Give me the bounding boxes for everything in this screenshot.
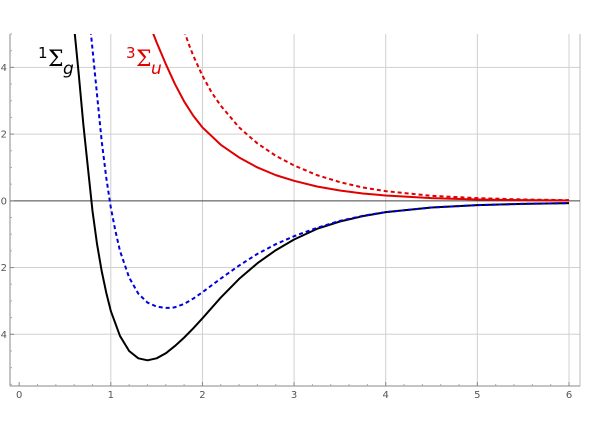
y-tick-label: 4 xyxy=(1,330,7,341)
y-tick-label: 0 xyxy=(1,196,7,207)
y-tick-label: 2 xyxy=(1,263,7,274)
x-tick-label: 5 xyxy=(474,390,480,401)
series-line-1 xyxy=(73,34,570,362)
term-superscript: 1 xyxy=(38,44,48,62)
term-sigma: Σ xyxy=(136,47,152,72)
term-sigma: Σ xyxy=(48,47,64,72)
x-tick-label: 4 xyxy=(383,390,389,401)
term-subscript: u xyxy=(151,59,162,79)
ticks xyxy=(10,33,570,386)
series-line-4 xyxy=(184,34,570,202)
x-tick-label: 0 xyxy=(16,390,22,401)
tick-labels: 0 1 2 3 4 5 6 4 2 0 2 4 xyxy=(1,63,573,401)
term-subscript: g xyxy=(63,59,74,79)
axes xyxy=(9,34,581,387)
series-line-2 xyxy=(89,34,570,309)
y-tick-label: 2 xyxy=(1,130,7,141)
x-tick-label: 6 xyxy=(566,390,572,401)
plot-series xyxy=(73,34,570,362)
x-tick-label: 1 xyxy=(108,390,114,401)
x-tick-label: 2 xyxy=(199,390,205,401)
series-line-3 xyxy=(152,34,570,202)
grid-lines xyxy=(10,34,580,386)
y-tick-label: 4 xyxy=(1,63,7,74)
term-superscript: 3 xyxy=(126,44,136,62)
x-tick-label: 3 xyxy=(291,390,297,401)
